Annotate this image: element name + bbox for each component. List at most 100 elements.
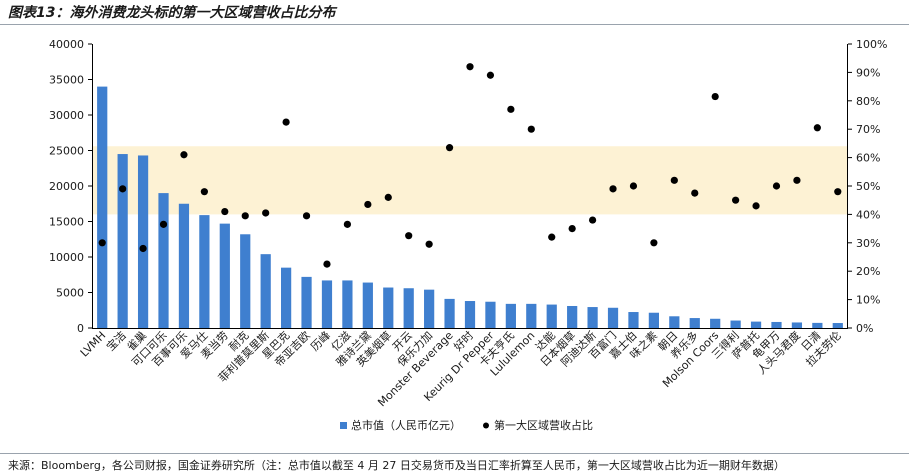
- dot-6: [221, 207, 229, 216]
- highlight-band: [92, 146, 848, 215]
- dot-12: [343, 220, 352, 228]
- legend: 总市值（人民币亿元） 第一大区域营收占比: [340, 418, 593, 432]
- legend-bar-swatch: [340, 422, 347, 429]
- y-left-tick-8: 40000: [49, 38, 84, 51]
- y-right-tick-7: 70%: [856, 123, 880, 136]
- dot-27: [650, 239, 658, 247]
- bar-33: [771, 321, 782, 328]
- y-right-tick-3: 30%: [856, 237, 880, 250]
- bar-4: [178, 203, 190, 328]
- bar-36: [832, 323, 843, 328]
- dot-24: [588, 216, 597, 224]
- bar-28: [669, 316, 680, 328]
- bar-16: [424, 289, 435, 328]
- dot-34: [793, 176, 801, 184]
- y-right-tick-4: 40%: [856, 208, 880, 221]
- bar-5: [199, 215, 210, 328]
- bar-23: [567, 305, 578, 328]
- x-axis-categories: LVMH宝洁雀巢可口可乐百事可乐爱马仕麦当劳耐克菲利普莫里斯星巴克帝亚吉欧历峰亿…: [78, 328, 844, 409]
- dot-35: [813, 124, 821, 132]
- dot-31: [732, 196, 740, 204]
- bar-31: [730, 320, 741, 328]
- scatter-series: [98, 63, 842, 268]
- dot-33: [772, 182, 781, 190]
- dot-18: [466, 63, 474, 71]
- bar-17: [444, 298, 455, 328]
- dot-28: [670, 176, 678, 184]
- legend-dot-swatch: [483, 422, 489, 429]
- title-divider: [0, 24, 909, 25]
- dot-29: [691, 189, 699, 197]
- source-note: 来源：Bloomberg，各公司财报，国金证券研究所（注：总市值以截至 4 月 …: [8, 459, 785, 472]
- bar-12: [342, 280, 353, 328]
- bar-19: [485, 301, 496, 328]
- bar-15: [403, 288, 414, 328]
- bar-10: [301, 276, 312, 328]
- dot-26: [629, 182, 638, 190]
- category-label-11: 历峰: [308, 329, 333, 354]
- dot-2: [139, 244, 147, 253]
- y-right-tick-6: 60%: [856, 152, 880, 165]
- bar-7: [240, 234, 251, 328]
- bar-24: [587, 307, 598, 328]
- bar-25: [607, 307, 619, 328]
- dot-10: [302, 212, 311, 220]
- y-left-tick-4: 20000: [49, 180, 84, 193]
- bar-8: [260, 254, 271, 328]
- category-label-1: 宝洁: [103, 328, 128, 353]
- y-left-tick-2: 10000: [49, 251, 84, 264]
- bar-27: [648, 312, 659, 328]
- bar-0: [97, 86, 108, 328]
- bar-32: [750, 321, 762, 328]
- dot-9: [282, 118, 290, 126]
- bar-series: [97, 86, 843, 328]
- y-right-tick-2: 20%: [856, 265, 880, 278]
- dot-19: [486, 71, 495, 79]
- dot-30: [711, 92, 719, 101]
- y-right-tick-10: 100%: [856, 38, 887, 51]
- chart-canvas: 0 5000 10000 15000 20000 25000 30000 35000 40000…: [49, 38, 887, 432]
- dot-17: [445, 144, 454, 152]
- y-right-tick-5: 50%: [856, 180, 880, 193]
- dot-22: [548, 233, 556, 241]
- y-axis-left-ticks: 0 5000 10000 15000 20000 25000 30000 35000 40000: [49, 38, 92, 335]
- bar-29: [689, 318, 700, 328]
- bar-9: [281, 267, 292, 328]
- y-right-tick-9: 90%: [856, 66, 880, 79]
- legend-dot-label: 第一大区域营收占比: [494, 418, 593, 432]
- y-axis-right-ticks: 0% 10% 20% 30% 40% 50% 60% 70% 80% 90% 100%: [848, 38, 887, 335]
- bar-11: [321, 280, 333, 328]
- dot-5: [200, 188, 208, 196]
- chart-title: 图表13：海外消费龙头标的第一大区域营收占比分布: [8, 5, 336, 21]
- legend-bar-label: 总市值（人民币亿元）: [351, 418, 461, 432]
- bar-22: [546, 304, 557, 328]
- bar-20: [505, 303, 516, 328]
- y-left-tick-3: 15000: [49, 216, 84, 229]
- bar-3: [158, 193, 169, 328]
- bar-6: [219, 223, 230, 328]
- y-left-tick-5: 25000: [49, 145, 84, 158]
- dot-13: [364, 200, 372, 209]
- bar-13: [362, 282, 373, 328]
- dot-16: [425, 240, 433, 248]
- dot-4: [180, 151, 188, 159]
- y-right-tick-1: 10%: [856, 294, 880, 307]
- dot-11: [323, 260, 331, 268]
- dot-20: [507, 105, 515, 113]
- dot-1: [119, 185, 127, 193]
- y-right-tick-8: 80%: [856, 95, 880, 108]
- dot-14: [384, 193, 392, 201]
- bar-35: [812, 322, 823, 328]
- dot-36: [834, 188, 842, 196]
- y-left-tick-6: 30000: [49, 109, 84, 122]
- dot-25: [609, 185, 617, 193]
- y-right-tick-0: 0%: [856, 322, 873, 335]
- dot-0: [98, 239, 106, 247]
- bar-30: [710, 318, 721, 328]
- bar-21: [526, 303, 537, 328]
- footer-divider: [0, 453, 909, 454]
- bar-26: [628, 312, 639, 328]
- dot-15: [405, 232, 413, 240]
- dot-3: [159, 220, 168, 228]
- bar-2: [137, 155, 149, 328]
